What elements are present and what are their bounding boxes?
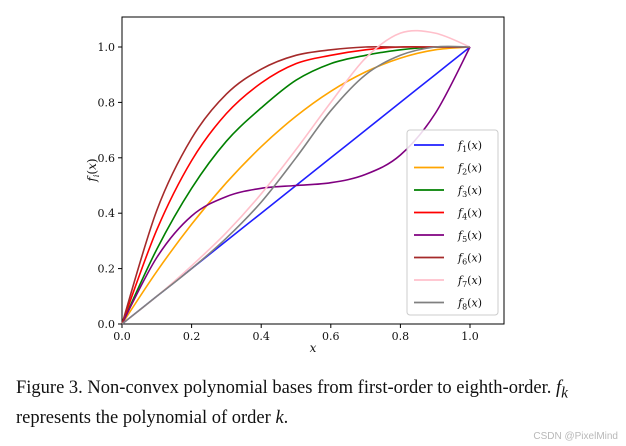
legend-box [406, 129, 499, 316]
x-tick-label: 0.6 [322, 330, 340, 343]
legend-label-3: f3(x) [457, 184, 482, 199]
series-line-3 [121, 45, 471, 325]
x-axis-label: x [310, 341, 317, 355]
series-line-7 [121, 29, 471, 325]
caption-middle: represents the polynomial of order [16, 407, 276, 428]
legend-label-4: f4(x) [457, 207, 482, 222]
caption-f-symbol: f [555, 378, 562, 398]
y-tick-label: 0.6 [98, 152, 116, 165]
y-tick-label: 0.8 [98, 96, 116, 109]
caption-suffix: . [283, 407, 289, 428]
x-tick-label: 0.2 [183, 330, 201, 343]
x-axis-ticks: 0.0 0.2 0.4 0.6 0.8 1.0 [113, 324, 479, 343]
figure-caption: Figure 3. Non-convex polynomial bases fr… [16, 376, 616, 431]
caption-k-symbol: k [275, 407, 284, 428]
legend-label-7: f7(x) [457, 274, 482, 289]
series-line-8 [121, 45, 471, 325]
x-tick-label: 1.0 [461, 330, 479, 343]
series-line-6 [121, 45, 470, 325]
y-tick-label: 1.0 [98, 41, 116, 54]
y-tick-label: 0.0 [98, 318, 116, 331]
caption-f-subscript: k [561, 384, 568, 402]
legend: f1(x) f2(x) f3(x) f4(x) f5(x) f6(x) f7(x) f8(x) [406, 129, 499, 316]
legend-label-2: f2(x) [457, 162, 482, 177]
legend-label-8: f8(x) [457, 297, 482, 312]
y-tick-label: 0.2 [98, 263, 116, 276]
y-axis-ticks: 0.0 0.2 0.4 0.6 0.8 1.0 [98, 41, 122, 331]
series-lines [121, 29, 471, 325]
y-tick-label: 0.4 [98, 207, 116, 220]
caption-prefix: Figure 3. Non-convex polynomial bases fr… [16, 378, 556, 398]
legend-label-1: f1(x) [457, 139, 482, 154]
figure-plot: 0.0 0.2 0.4 0.6 0.8 1.0 0.00.20.40.60.81.0 x … [85, 16, 505, 355]
x-tick-label: 0.0 [113, 330, 131, 343]
x-tick-label: 0.4 [252, 330, 270, 343]
x-tick-label: 0.8 [392, 330, 410, 343]
watermark-text: CSDN @PixelMind [533, 431, 618, 442]
legend-label-6: f6(x) [457, 252, 482, 267]
legend-label-5: f5(x) [457, 229, 482, 244]
series-line-2 [121, 46, 471, 325]
y-axis-label: fi(x) [85, 158, 101, 182]
